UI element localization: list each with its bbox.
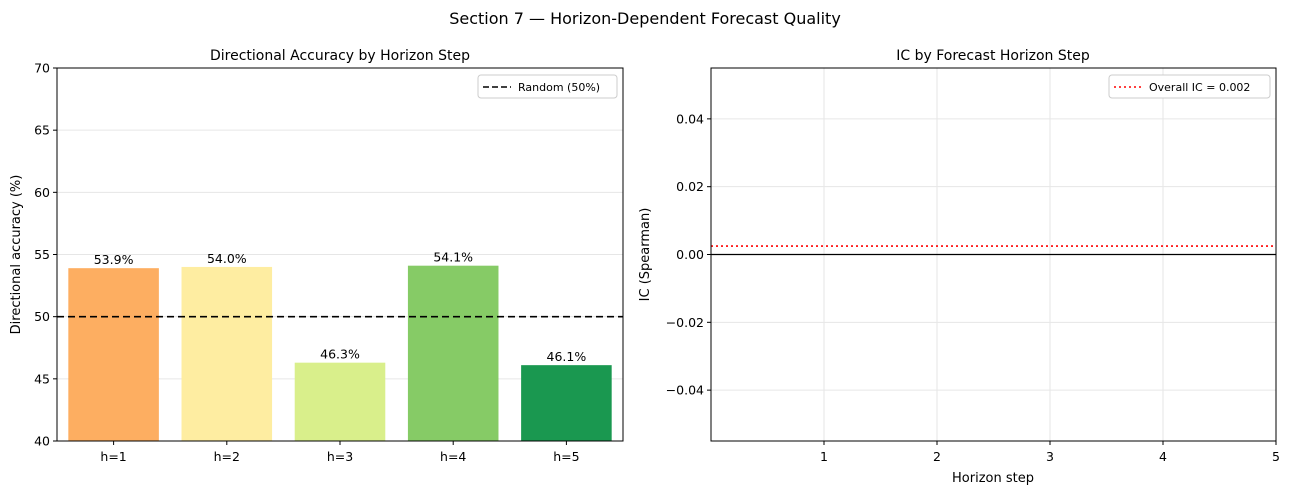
ic-legend-box — [1108, 74, 1271, 99]
accuracy-chart: Directional Accuracy by Horizon Step 53.… — [9, 48, 624, 464]
ic-x-tick-label: 4 — [1159, 449, 1167, 464]
ic-y-axis-label: IC (Spearman) — [638, 208, 653, 302]
figure-suptitle: Section 7 — Horizon-Dependent Forecast Q… — [449, 9, 841, 28]
ic-y-tick-label: 0.02 — [676, 179, 704, 194]
ic-x-axis-label: Horizon step — [952, 471, 1034, 486]
ic-legend-label: Overall IC = 0.002 — [1149, 81, 1250, 94]
bar-h=1 — [68, 268, 159, 441]
bar-h=4 — [407, 265, 499, 441]
bar-h=5 — [521, 365, 612, 441]
ic-x-tick-label: 5 — [1272, 449, 1280, 464]
accuracy-bars — [68, 265, 612, 441]
ic-x-tick-label: 1 — [820, 449, 828, 464]
bar-value-label: 46.3% — [320, 347, 360, 362]
ic-y-tick-label: −0.02 — [666, 315, 704, 330]
ic-legend: Overall IC = 0.002 — [1108, 74, 1271, 99]
bar-value-label: 46.1% — [547, 349, 587, 364]
ic-x-tick-label: 2 — [933, 449, 941, 464]
accuracy-legend: Random (50%) — [477, 74, 618, 99]
accuracy-y-tick-label: 70 — [34, 61, 50, 76]
accuracy-x-tick-label: h=4 — [440, 449, 466, 464]
accuracy-y-tick-label: 60 — [34, 185, 50, 200]
ic-y-ticks: −0.04 −0.02 0.00 0.02 0.04 — [666, 111, 711, 398]
accuracy-y-tick-label: 45 — [34, 371, 50, 386]
accuracy-plot-frame — [56, 67, 624, 442]
accuracy-x-tick-label: h=3 — [327, 449, 353, 464]
ic-y-tick-label: −0.04 — [666, 383, 704, 398]
bar-h=3 — [294, 362, 386, 441]
accuracy-x-tick-label: h=1 — [100, 449, 126, 464]
accuracy-value-labels: 53.9% 54.0% 46.3% 54.1% 46.1% — [94, 250, 587, 364]
ic-y-tick-label: 0.00 — [676, 247, 704, 262]
accuracy-x-tick-label: h=5 — [553, 449, 579, 464]
accuracy-y-tick-label: 55 — [34, 247, 50, 262]
accuracy-x-tick-label: h=2 — [214, 449, 240, 464]
ic-x-tick-label: 3 — [1046, 449, 1054, 464]
accuracy-legend-box — [477, 74, 618, 99]
accuracy-y-tick-label: 50 — [34, 309, 50, 324]
accuracy-chart-title: Directional Accuracy by Horizon Step — [210, 48, 470, 64]
accuracy-y-ticks: 40 45 50 55 60 65 70 — [34, 61, 57, 449]
accuracy-y-axis-label: Directional accuracy (%) — [9, 175, 24, 335]
bar-value-label: 54.0% — [207, 251, 247, 266]
ic-chart-title: IC by Forecast Horizon Step — [896, 48, 1090, 64]
ic-x-ticks: 1 2 3 4 5 — [820, 441, 1280, 464]
accuracy-y-tick-label: 65 — [34, 123, 50, 138]
bar-h=2 — [181, 266, 273, 441]
accuracy-x-ticks: h=1 h=2 h=3 h=4 h=5 — [100, 441, 580, 464]
bar-value-label: 53.9% — [94, 252, 134, 267]
accuracy-y-tick-label: 40 — [34, 434, 50, 449]
accuracy-legend-label: Random (50%) — [518, 81, 600, 94]
bar-value-label: 54.1% — [433, 250, 473, 265]
ic-y-tick-label: 0.04 — [676, 111, 704, 126]
ic-plot-frame — [710, 67, 1277, 442]
